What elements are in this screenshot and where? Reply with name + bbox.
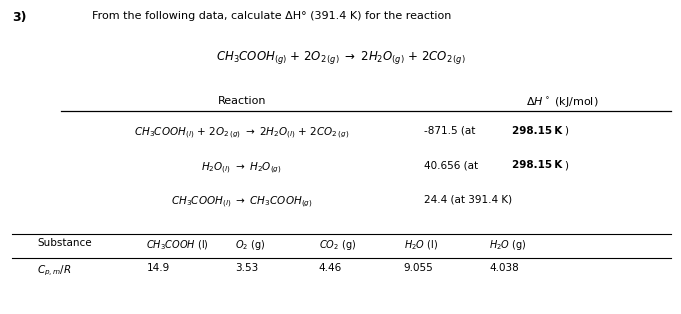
Text: 24.4 (at 391.4 K): 24.4 (at 391.4 K) (424, 195, 511, 205)
Text: $\mathit{CO_2}$ (g): $\mathit{CO_2}$ (g) (319, 238, 356, 252)
Text: 4.46: 4.46 (319, 263, 342, 273)
Text: ): ) (564, 126, 568, 136)
Text: 9.055: 9.055 (404, 263, 434, 273)
Text: $\mathit{CH_3COOH}$ (l): $\mathit{CH_3COOH}$ (l) (146, 238, 209, 252)
Text: Substance: Substance (37, 238, 92, 248)
Text: 3.53: 3.53 (235, 263, 258, 273)
Text: $\mathit{H_2O_{(l)}}$ $\rightarrow$ $\mathit{H_2O_{(g)}}$: $\mathit{H_2O_{(l)}}$ $\rightarrow$ $\ma… (202, 160, 282, 176)
Text: 4.038: 4.038 (489, 263, 519, 273)
Text: Reaction: Reaction (217, 96, 266, 106)
Text: $\mathit{CH_3COOH_{(l)}}$ $\rightarrow$ $\mathit{CH_3COOH_{(g)}}$: $\mathit{CH_3COOH_{(l)}}$ $\rightarrow$ … (171, 195, 313, 210)
Text: From the following data, calculate ΔH° (391.4 K) for the reaction: From the following data, calculate ΔH° (… (92, 11, 452, 21)
Text: 3): 3) (12, 11, 27, 24)
Text: $\Delta H^\circ$ (kJ/mol): $\Delta H^\circ$ (kJ/mol) (526, 96, 598, 110)
Text: 298.15 K: 298.15 K (512, 160, 563, 170)
Text: $\mathit{CH_3COOH_{(l)}}$ + $\mathit{2O_{2\,(g)}}$ $\rightarrow$ $\mathit{2H_2O_: $\mathit{CH_3COOH_{(l)}}$ + $\mathit{2O_… (134, 126, 349, 141)
Text: ): ) (564, 160, 568, 170)
Text: 14.9: 14.9 (146, 263, 170, 273)
Text: $\mathit{H_2O}$ (l): $\mathit{H_2O}$ (l) (404, 238, 438, 252)
Text: $\mathit{O_2}$ (g): $\mathit{O_2}$ (g) (235, 238, 266, 252)
Text: -871.5 (at: -871.5 (at (424, 126, 478, 136)
Text: 40.656 (at: 40.656 (at (424, 160, 481, 170)
Text: $\mathit{CH_3COOH_{(g)}}$ + $\mathit{2O_{2\,(g)}}$ $\rightarrow$ $\mathit{2H_2O_: $\mathit{CH_3COOH_{(g)}}$ + $\mathit{2O_… (216, 49, 465, 66)
Text: $\mathit{H_2O}$ (g): $\mathit{H_2O}$ (g) (489, 238, 526, 252)
Text: $C_{p,m}/R$: $C_{p,m}/R$ (37, 263, 72, 278)
Text: 298.15 K: 298.15 K (512, 126, 563, 136)
